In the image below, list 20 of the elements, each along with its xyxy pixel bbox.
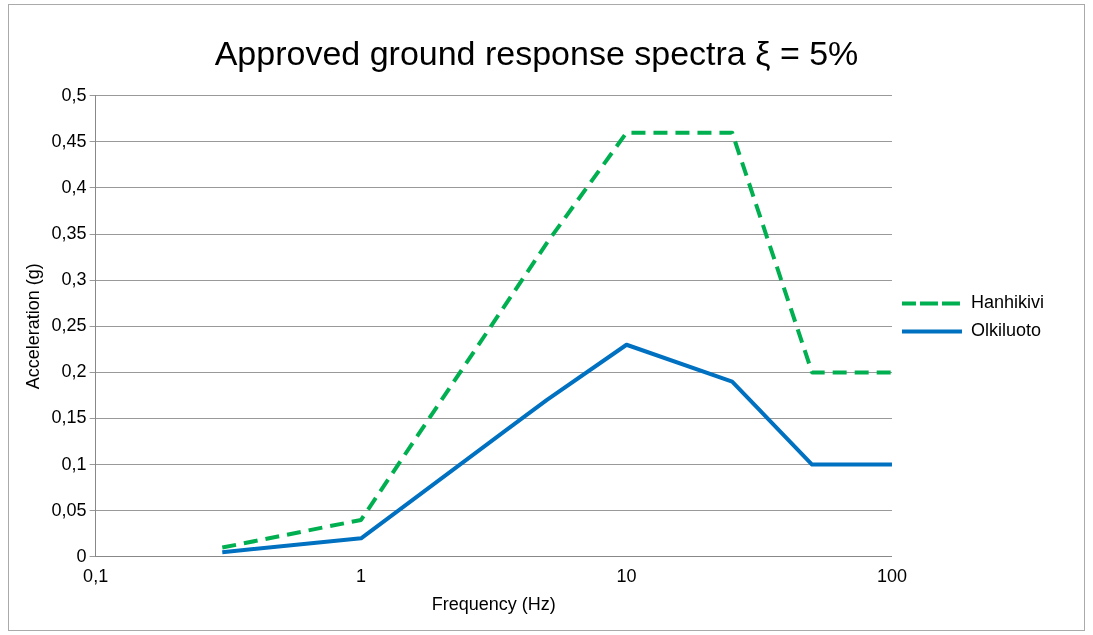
legend-label: Olkiluoto [970, 320, 1041, 341]
y-tick-label: 0,05 [51, 499, 87, 520]
y-tick-label: 0,25 [51, 315, 87, 336]
chart-title: Approved ground response spectra ξ = 5% [214, 33, 859, 72]
y-tick-label: 0,1 [61, 453, 87, 474]
x-tick-label: 1 [356, 565, 367, 586]
x-tick-label: 100 [876, 565, 907, 586]
x-tick-label: 0,1 [83, 565, 109, 586]
y-tick-label: 0,35 [51, 223, 87, 244]
y-tick-label: 0 [76, 545, 87, 566]
y-tick-label: 0,5 [61, 84, 87, 105]
y-tick-label: 0,2 [61, 361, 87, 382]
x-tick-label: 10 [616, 565, 637, 586]
y-axis-title: Acceleration (g) [22, 263, 43, 390]
y-tick-label: 0,4 [61, 176, 87, 197]
legend-label: Hanhikivi [970, 292, 1044, 313]
y-tick-label: 0,45 [51, 130, 87, 151]
y-tick-label: 0,3 [61, 269, 87, 290]
y-tick-label: 0,15 [51, 407, 87, 428]
x-axis-title: Frequency (Hz) [431, 594, 556, 615]
